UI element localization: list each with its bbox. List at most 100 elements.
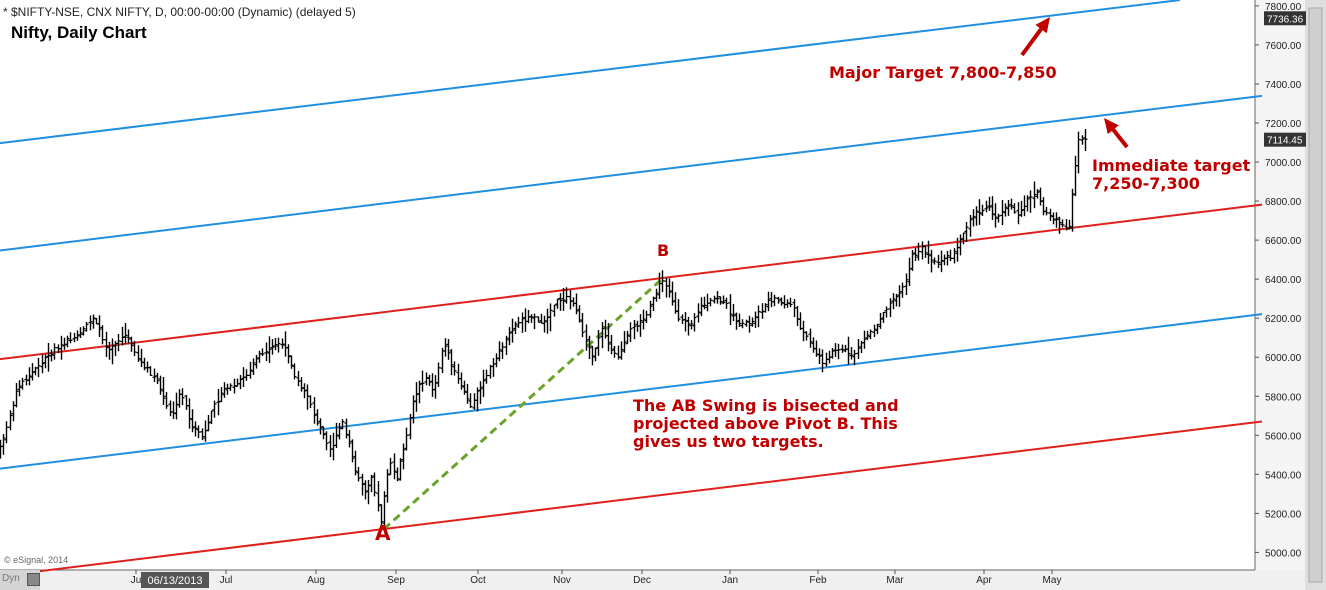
price-bar xyxy=(350,439,355,463)
price-bar xyxy=(763,303,768,313)
channel-lines xyxy=(0,0,1263,578)
major-target-arrow xyxy=(1020,17,1050,57)
price-bar xyxy=(894,293,899,307)
price-bar xyxy=(312,397,317,424)
price-bar xyxy=(900,282,905,298)
price-bar xyxy=(654,288,659,302)
price-bar xyxy=(552,304,557,317)
x-tick-label: Aug xyxy=(307,575,325,586)
price-bar xyxy=(1048,208,1053,221)
price-bar xyxy=(971,209,976,227)
price-bar xyxy=(862,330,867,349)
ab-swing-note: The AB Swing is bisected and projected a… xyxy=(633,397,899,451)
price-bar xyxy=(116,333,121,352)
price-bar xyxy=(404,427,409,451)
price-bar xyxy=(625,330,630,345)
price-bar xyxy=(132,340,137,357)
price-bar xyxy=(820,349,825,373)
price-labels: 7736.36 7114.45 xyxy=(1264,11,1306,147)
price-bar xyxy=(504,335,509,355)
immediate-target-line2: 7,250-7,300 xyxy=(1092,174,1200,193)
ab-note-line2: projected above Pivot B. This xyxy=(633,414,898,433)
price-bar xyxy=(193,421,198,437)
price-bar xyxy=(481,369,486,398)
price-bar xyxy=(804,331,809,341)
y-tick-label: 6400.00 xyxy=(1265,275,1302,286)
channel-line-blue-mid xyxy=(0,94,1263,252)
x-date-cursor-box xyxy=(141,572,209,588)
price-bar xyxy=(4,421,9,444)
channel-line-red-lower xyxy=(0,420,1263,578)
price-bar xyxy=(59,335,64,360)
symbol-header: * $NIFTY-NSE, CNX NIFTY, D, 00:00-00:00 … xyxy=(3,5,356,19)
price-bar xyxy=(840,344,845,353)
price-bar xyxy=(737,313,742,328)
price-bar xyxy=(1060,219,1065,228)
price-bar xyxy=(945,250,950,266)
price-bar xyxy=(865,330,870,341)
target-arrows xyxy=(1020,17,1129,149)
price-bar xyxy=(49,349,54,362)
price-bar xyxy=(1070,188,1075,232)
price-bar xyxy=(468,393,473,409)
immediate-target-line1: Immediate target xyxy=(1092,156,1251,175)
price-bar xyxy=(644,310,649,323)
price-bar xyxy=(1054,212,1059,228)
x-tick-label: May xyxy=(1043,575,1062,586)
price-bar xyxy=(1038,187,1043,206)
price-bar xyxy=(750,317,755,327)
x-axis-ticks: Ju 06/13/2013 Jul Aug Sep Oct Nov Dec Jan Feb Mar A… xyxy=(131,570,1062,588)
price-bar xyxy=(500,342,505,359)
price-bar xyxy=(8,410,13,431)
price-bar xyxy=(446,339,451,360)
price-bar xyxy=(164,392,169,409)
price-label-text: 7736.36 xyxy=(1267,14,1304,25)
x-tick-label: Jan xyxy=(722,575,738,586)
price-bar xyxy=(1009,198,1014,210)
price-bar xyxy=(190,409,195,433)
price-bar xyxy=(632,319,637,340)
price-bar xyxy=(424,372,429,386)
price-bar xyxy=(587,335,592,360)
price-bar xyxy=(692,313,697,332)
price-bar xyxy=(340,419,345,430)
price-bar xyxy=(852,349,857,366)
price-bar xyxy=(315,409,320,426)
price-bar xyxy=(929,249,934,273)
price-bar xyxy=(904,273,909,296)
price-bar xyxy=(660,270,665,293)
price-bar xyxy=(395,467,400,482)
price-bar xyxy=(708,297,713,307)
price-bar xyxy=(667,278,672,298)
price-bar xyxy=(273,338,278,351)
dyn-button[interactable]: Dyn xyxy=(0,570,40,590)
price-bar xyxy=(980,204,985,217)
price-label-box xyxy=(1264,11,1306,26)
price-bar xyxy=(62,337,67,350)
price-bar xyxy=(187,398,192,429)
price-axis xyxy=(1255,0,1305,590)
ab-swing-group xyxy=(382,276,666,531)
price-bar xyxy=(120,326,125,346)
price-bar xyxy=(952,248,957,264)
price-bar xyxy=(356,466,361,482)
price-bar xyxy=(1057,216,1062,234)
price-bar xyxy=(593,347,598,362)
price-bar xyxy=(100,325,105,345)
price-bar xyxy=(875,323,880,335)
price-bar xyxy=(788,297,793,308)
price-bar xyxy=(318,418,323,435)
copyright-text: © eSignal, 2014 xyxy=(4,555,69,565)
ab-note-line1: The AB Swing is bisected and xyxy=(633,396,899,415)
price-bar xyxy=(974,206,979,226)
scrollbar-thumb[interactable] xyxy=(1308,7,1323,583)
dyn-toggle-icon[interactable] xyxy=(27,573,40,586)
price-bar xyxy=(696,303,701,323)
price-bar xyxy=(1080,135,1085,145)
y-tick-label: 6200.00 xyxy=(1265,314,1302,325)
price-bar xyxy=(363,480,368,500)
price-bar xyxy=(155,372,160,385)
channel-line-blue-upper xyxy=(0,0,1181,145)
price-bar xyxy=(436,362,441,387)
